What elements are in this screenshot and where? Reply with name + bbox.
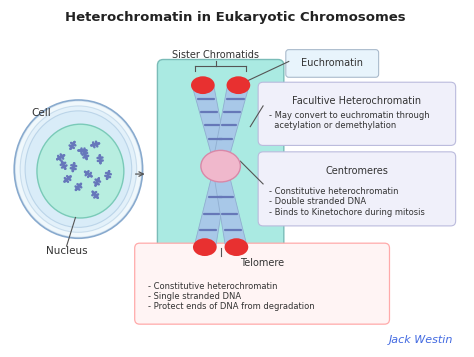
- PathPatch shape: [194, 180, 227, 247]
- Text: Sister Chromatids: Sister Chromatids: [172, 50, 259, 60]
- Ellipse shape: [25, 111, 132, 227]
- Ellipse shape: [37, 124, 124, 218]
- Ellipse shape: [193, 238, 217, 256]
- Text: Nucleus: Nucleus: [46, 246, 87, 256]
- FancyBboxPatch shape: [258, 152, 456, 226]
- FancyBboxPatch shape: [258, 82, 456, 145]
- FancyBboxPatch shape: [157, 60, 284, 279]
- PathPatch shape: [215, 180, 247, 247]
- Ellipse shape: [201, 150, 240, 182]
- Ellipse shape: [191, 76, 215, 94]
- Text: Telomere: Telomere: [240, 258, 284, 268]
- Text: - Constitutive heterochromatin
- Double stranded DNA
- Binds to Kinetochore duri: - Constitutive heterochromatin - Double …: [269, 187, 425, 217]
- Text: Centromeres: Centromeres: [326, 166, 388, 176]
- Ellipse shape: [227, 76, 250, 94]
- Text: Jack Westin: Jack Westin: [389, 335, 454, 345]
- PathPatch shape: [215, 85, 249, 152]
- Text: Heterochromatin in Eukaryotic Chromosomes: Heterochromatin in Eukaryotic Chromosome…: [65, 11, 406, 24]
- FancyBboxPatch shape: [135, 243, 390, 324]
- Ellipse shape: [225, 238, 248, 256]
- Ellipse shape: [20, 106, 137, 232]
- Text: - Constitutive heterochromatin
- Single stranded DNA
- Protect ends of DNA from : - Constitutive heterochromatin - Single …: [147, 282, 314, 312]
- FancyBboxPatch shape: [286, 50, 379, 77]
- PathPatch shape: [192, 85, 227, 152]
- Text: - May convert to euchromatin through
  acetylation or demethylation: - May convert to euchromatin through ace…: [269, 111, 429, 130]
- Text: Cell: Cell: [31, 108, 51, 118]
- Text: Facultive Heterochromatin: Facultive Heterochromatin: [292, 96, 421, 106]
- Ellipse shape: [15, 101, 142, 237]
- Text: Euchromatin: Euchromatin: [301, 59, 363, 69]
